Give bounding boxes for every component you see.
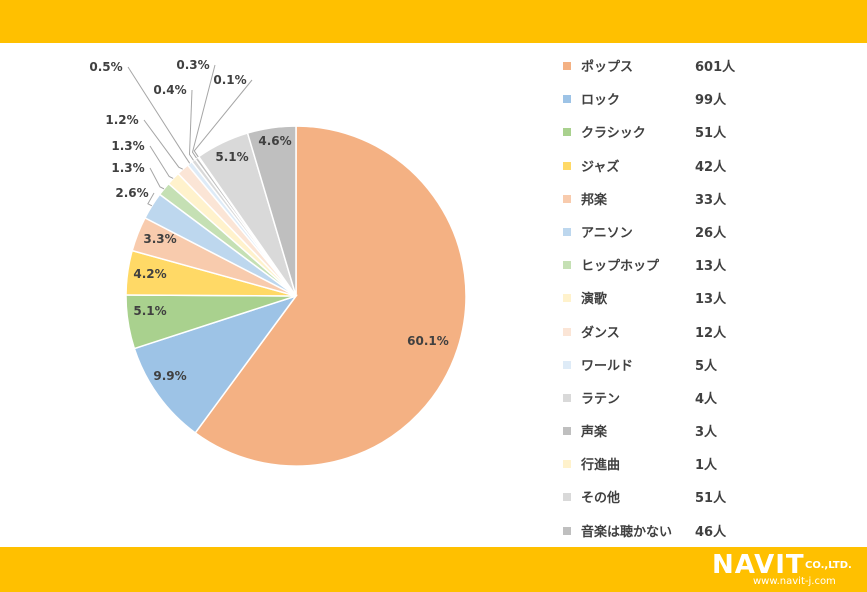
legend-label: その他	[581, 491, 621, 507]
legend-label: ジャズ	[581, 159, 620, 175]
legend-swatch	[563, 62, 571, 70]
slice-percent-label: 4.2%	[133, 267, 166, 281]
legend-swatch	[563, 128, 571, 137]
legend-count: 51人	[695, 491, 727, 507]
legend-label: アニソン	[581, 225, 633, 241]
leader-line	[193, 79, 253, 158]
leader-line	[191, 64, 216, 159]
legend-count: 3人	[695, 425, 718, 441]
legend-count: 4人	[695, 391, 718, 407]
legend-swatch	[563, 95, 571, 104]
legend-item: ジャズ 42人	[563, 151, 763, 184]
legend-count: 46人	[695, 524, 727, 540]
leader-line	[149, 167, 165, 190]
legend-label: 音楽は聴かない	[581, 524, 673, 540]
slice-percent-label: 2.6%	[115, 186, 148, 200]
legend-swatch	[563, 360, 571, 369]
leader-line	[147, 192, 155, 207]
percent-labels: 60.1% 9.9% 5.1% 4.2% 3.3% 2.6% 1.3% 1.3% 1.2% 0.5…	[89, 58, 448, 383]
leader-lines	[127, 64, 253, 207]
slice-percent-label: 60.1%	[407, 334, 449, 348]
legend-item: その他 51人	[563, 482, 763, 515]
legend-swatch	[563, 294, 571, 303]
slice-percent-label: 1.2%	[105, 113, 138, 127]
pie-slices	[125, 125, 467, 467]
legend-label: ワールド	[581, 358, 634, 374]
legend-item: 邦楽 33人	[563, 184, 763, 217]
pie-chart: 60.1% 9.9% 5.1% 4.2% 3.3% 2.6% 1.3% 1.3% 1.2% 0.5…	[89, 58, 467, 467]
legend-swatch	[563, 194, 571, 203]
legend-swatch	[563, 161, 571, 170]
legend-item: ヒップホップ 13人	[563, 250, 763, 283]
chart-legend: ポップス 601人 ロック 99人 クラシック 51人 ジャズ 42人 邦楽 33人 アニソン 26人…	[563, 51, 763, 549]
header-band	[0, 0, 867, 43]
legend-item: ポップス 601人	[563, 51, 763, 84]
slice-percent-label: 5.1%	[215, 150, 248, 164]
slice-percent-label: 0.5%	[89, 60, 122, 74]
legend-swatch	[563, 393, 571, 402]
legend-item: ワールド 5人	[563, 350, 763, 383]
legend-count: 99人	[695, 93, 727, 109]
slice-percent-label: 0.3%	[176, 58, 209, 72]
legend-item: ロック 99人	[563, 84, 763, 117]
legend-item: 声楽 3人	[563, 416, 763, 449]
legend-swatch	[563, 526, 571, 535]
legend-count: 42人	[695, 159, 727, 175]
legend-item: 行進曲 1人	[563, 449, 763, 482]
legend-label: 邦楽	[581, 192, 608, 208]
slice-percent-label: 1.3%	[111, 139, 144, 153]
pie-slice	[133, 294, 298, 434]
logo-brand: NAVIT	[712, 550, 805, 580]
slice-percent-label: 5.1%	[133, 304, 166, 318]
slice-percent-label: 4.6%	[258, 134, 291, 148]
pie-slice	[246, 125, 297, 297]
legend-swatch	[563, 427, 571, 436]
legend-count: 13人	[695, 259, 727, 275]
legend-item: クラシック 51人	[563, 117, 763, 150]
slice-percent-label: 0.1%	[213, 73, 246, 87]
legend-swatch	[563, 261, 571, 270]
company-logo: NAVIT CO.,LTD. www.navit-j.com	[712, 551, 862, 589]
pie-slice	[194, 125, 467, 467]
legend-count: 13人	[695, 292, 727, 308]
legend-label: ダンス	[581, 325, 620, 341]
leader-line	[127, 66, 191, 164]
slice-percent-label: 3.3%	[143, 232, 176, 246]
legend-item: 音楽は聴かない 46人	[563, 516, 763, 549]
legend-count: 5人	[695, 358, 718, 374]
legend-label: ポップス	[581, 60, 634, 75]
slice-percent-label: 9.9%	[153, 369, 186, 383]
legend-count: 1人	[695, 458, 718, 474]
legend-label: 行進曲	[581, 458, 621, 474]
slice-percent-label: 0.4%	[153, 83, 186, 97]
legend-count: 601人	[695, 60, 736, 75]
legend-swatch	[563, 460, 571, 469]
leader-line	[188, 89, 194, 161]
slice-percent-label: 1.3%	[111, 161, 144, 175]
legend-item: ラテン 4人	[563, 383, 763, 416]
legend-swatch	[563, 493, 571, 502]
legend-swatch	[563, 327, 571, 336]
leader-line	[149, 145, 174, 179]
legend-label: 声楽	[581, 425, 608, 441]
legend-label: ラテン	[581, 391, 621, 407]
leader-line	[143, 119, 184, 170]
legend-label: ロック	[581, 93, 621, 109]
footer-band	[0, 547, 867, 592]
logo-url: www.navit-j.com	[753, 576, 836, 587]
legend-item: 演歌 13人	[563, 283, 763, 316]
legend-label: クラシック	[581, 126, 646, 142]
legend-count: 33人	[695, 192, 727, 208]
legend-count: 26人	[695, 225, 727, 241]
legend-label: ヒップホップ	[581, 259, 660, 275]
legend-swatch	[563, 227, 571, 236]
legend-item: アニソン 26人	[563, 217, 763, 250]
legend-count: 51人	[695, 126, 727, 142]
logo-suffix: CO.,LTD.	[805, 560, 852, 571]
legend-label: 演歌	[581, 292, 608, 308]
legend-item: ダンス 12人	[563, 317, 763, 350]
legend-count: 12人	[695, 325, 727, 341]
